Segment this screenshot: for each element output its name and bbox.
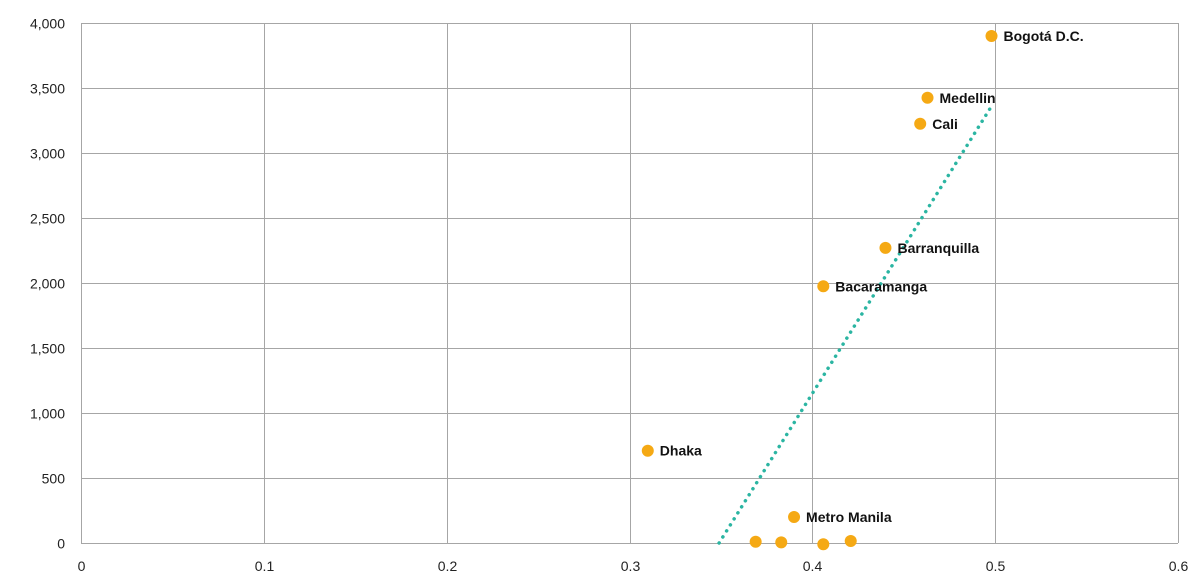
y-tick-label: 1,500 (30, 341, 65, 357)
data-point (749, 535, 762, 548)
data-points (641, 30, 998, 551)
data-point-label: Bacaramanga (835, 278, 927, 294)
y-tick-label: 500 (42, 471, 66, 487)
data-point (788, 511, 801, 523)
x-tick-label: 0.2 (438, 558, 458, 574)
x-tick-label: 0.5 (986, 558, 1006, 574)
data-point (844, 535, 857, 548)
data-point-label: Dhaka (660, 443, 702, 459)
data-point (817, 280, 830, 293)
data-point (641, 444, 654, 457)
x-tick-label: 0.3 (621, 558, 641, 574)
y-tick-label: 4,000 (30, 16, 65, 32)
data-point (921, 91, 934, 104)
data-point (879, 241, 892, 254)
trendline-layer (717, 104, 994, 545)
y-tick-label: 3,000 (30, 146, 65, 162)
data-point (914, 117, 927, 130)
grid-lines (81, 23, 1179, 544)
y-tick-label: 0 (57, 536, 65, 552)
data-point-label: Metro Manila (806, 509, 892, 525)
data-point-label: Medellin (940, 90, 996, 106)
y-tick-label: 1,000 (30, 406, 65, 422)
axis-tick-labels: 0 500 1,000 1,500 2,000 2,500 3,000 3,500 4,000 0… (30, 16, 1188, 574)
data-point-labels: Bogotá D.C. Medellin Cali Barranquilla Bacar… (660, 28, 1084, 525)
x-tick-label: 0.6 (1169, 558, 1189, 574)
y-tick-label: 3,500 (30, 81, 65, 97)
y-tick-label: 2,000 (30, 276, 65, 292)
x-tick-label: 0.1 (255, 558, 275, 574)
x-tick-label: 0 (78, 558, 86, 574)
data-point-label: Barranquilla (897, 240, 979, 256)
x-tick-label: 0.4 (803, 558, 823, 574)
y-tick-label: 2,500 (30, 211, 65, 227)
data-point-label: Bogotá D.C. (1004, 28, 1084, 44)
data-point (985, 30, 998, 42)
data-point (775, 536, 788, 549)
trendline (717, 104, 994, 545)
data-point-label: Cali (932, 116, 958, 132)
data-point (817, 538, 830, 551)
